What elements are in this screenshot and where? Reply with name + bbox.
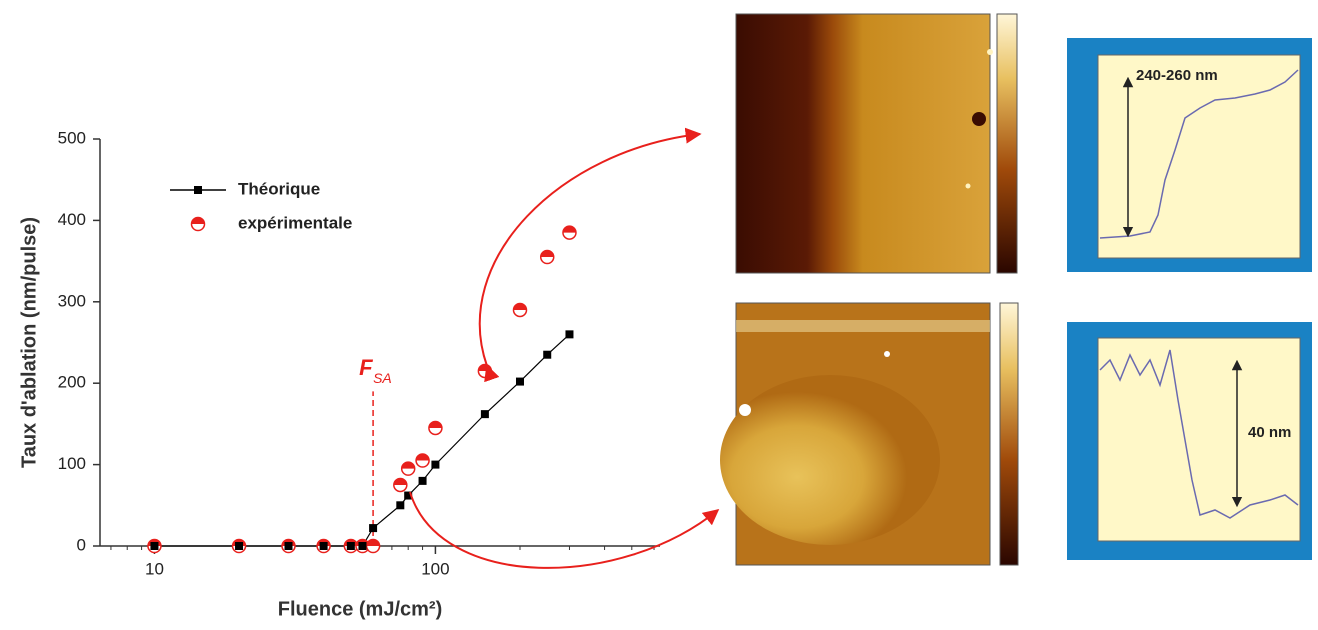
point [543, 350, 552, 359]
profile-label: 240-260 nm [1136, 67, 1218, 84]
plot: 0 100 200 300 400 500 10 100 Fluence (mJ/cm²) Tau… [18, 128, 660, 620]
point-fill [366, 539, 380, 546]
legend-marker [194, 186, 202, 194]
point [428, 420, 443, 436]
x-tick-label: 10 [145, 559, 164, 578]
point [415, 453, 430, 468]
threshold-label: F [359, 355, 373, 380]
threshold-subscript: SA [373, 370, 392, 386]
point [515, 377, 524, 386]
point [393, 477, 408, 493]
point [319, 542, 328, 550]
point [369, 524, 378, 533]
arrow [478, 127, 702, 383]
point [512, 302, 528, 318]
profile-panel-bottom: 40 nm [1067, 322, 1312, 560]
point [284, 542, 293, 550]
point [358, 542, 367, 550]
profile-label: 40 nm [1248, 424, 1291, 441]
point [365, 538, 381, 554]
point-fill [393, 478, 407, 485]
legend-marker [190, 216, 206, 232]
legend-label: expérimentale [238, 213, 352, 232]
afm-image-bottom [720, 302, 1019, 566]
point [396, 501, 405, 510]
point [565, 330, 574, 339]
point [418, 476, 427, 485]
y-tick-label: 300 [58, 291, 86, 310]
y-tick-label: 100 [58, 454, 86, 473]
afm-image-top [735, 13, 1018, 274]
point [477, 363, 493, 379]
point [400, 461, 416, 476]
point [480, 410, 489, 419]
point-fill [428, 421, 442, 428]
y-axis-title: Taux d'ablation (nm/pulse) [18, 217, 40, 468]
y-tick-label: 200 [58, 373, 86, 392]
point [346, 542, 355, 550]
point-fill [191, 217, 205, 224]
legend-label: Théorique [238, 179, 320, 198]
arrow [409, 491, 720, 569]
x-axis-title: Fluence (mJ/cm²) [278, 598, 442, 620]
point-fill [401, 462, 415, 469]
point-fill [416, 454, 430, 461]
x-tick-label: 100 [421, 559, 449, 578]
profile-panel-top: 240-260 nm [1067, 38, 1312, 272]
point [235, 542, 244, 550]
point [150, 542, 159, 550]
point [431, 460, 440, 469]
point [539, 249, 555, 265]
point [404, 491, 413, 500]
y-tick-label: 500 [58, 128, 86, 147]
y-tick-label: 0 [77, 535, 86, 554]
point [562, 225, 577, 240]
y-tick-label: 400 [58, 210, 86, 229]
